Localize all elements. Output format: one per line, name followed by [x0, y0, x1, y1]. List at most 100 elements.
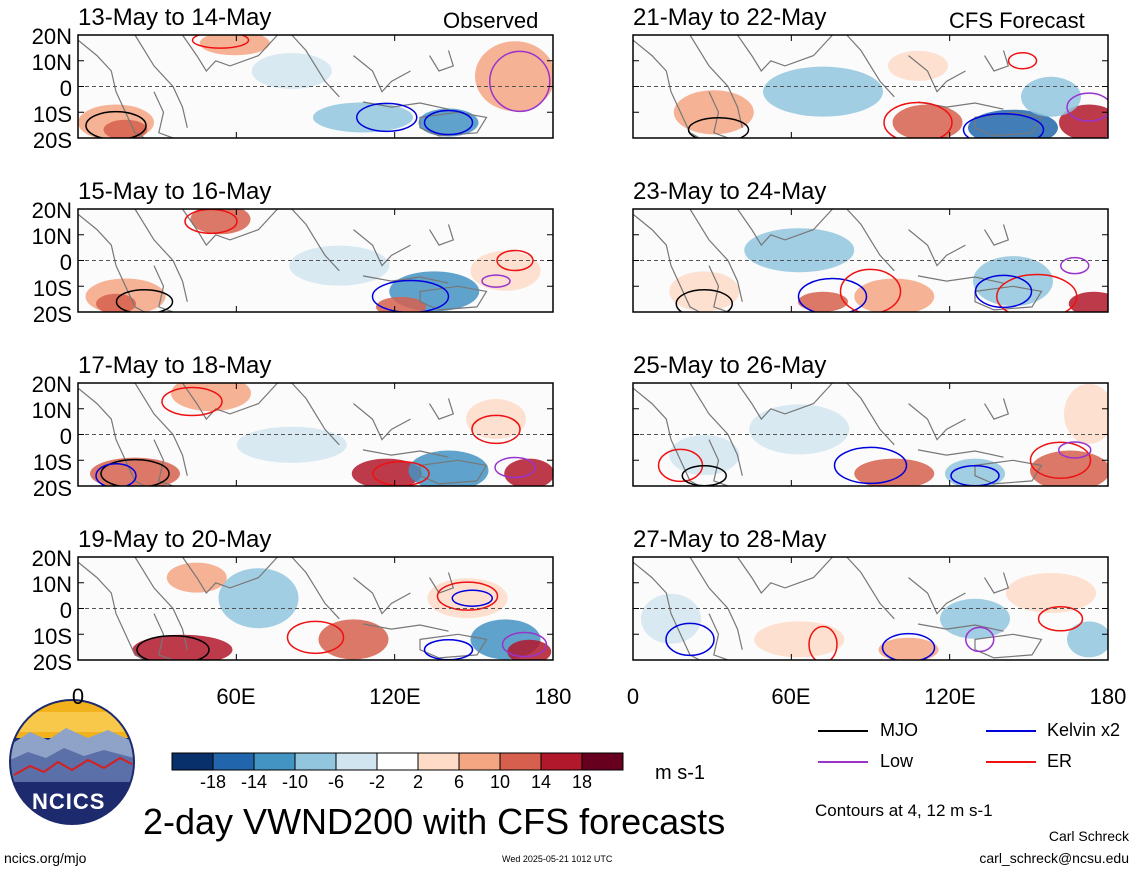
lat-label: 10N: [31, 572, 72, 597]
lon-label: 0: [626, 684, 640, 709]
colorbar-tick: 10: [489, 772, 511, 792]
coastline: [78, 39, 145, 138]
coastline: [737, 209, 833, 247]
coastline: [419, 633, 488, 659]
colorbar-tick: -2: [368, 772, 385, 792]
anomaly-shading: [1068, 291, 1108, 312]
anomaly-shading: [504, 458, 553, 486]
panel-title: 25-May to 26-May: [633, 352, 827, 379]
coastline: [353, 577, 411, 615]
map-panel: [632, 556, 1109, 661]
observed-label: Observed: [443, 8, 539, 33]
coastline: [737, 557, 833, 594]
wave-contour: [356, 102, 418, 133]
coastline: [737, 383, 833, 421]
map-panel: [77, 556, 554, 661]
coastline: [633, 387, 700, 486]
coastline: [908, 229, 966, 267]
anomaly-shading: [351, 458, 422, 486]
wave-contour: [1007, 52, 1038, 70]
coastline: [708, 91, 729, 138]
coastline: [908, 55, 966, 93]
anomaly-shading: [251, 53, 332, 90]
anomaly-shading: [475, 41, 553, 112]
lat-label: 10N: [31, 224, 72, 249]
lat-label: 10S: [32, 624, 72, 649]
contour-note: Contours at 4, 12 m s-1: [815, 801, 993, 820]
wave-contour: [100, 458, 170, 486]
panel-title: 15-May to 16-May: [78, 178, 272, 205]
coastline: [419, 285, 488, 311]
cfs-forecast-label: CFS Forecast: [949, 8, 1085, 33]
anomaly-shading: [313, 102, 413, 133]
panel-title: 23-May to 24-May: [633, 178, 827, 205]
anomaly-shading: [641, 593, 701, 644]
wave-contour: [494, 456, 536, 479]
coastline: [419, 111, 488, 137]
panel-title: 17-May to 18-May: [78, 352, 272, 379]
lat-label: 20N: [31, 372, 72, 397]
coastline: [983, 398, 1010, 420]
author-email[interactable]: carl_schreck@ncsu.edu: [979, 850, 1129, 866]
lon-label: 120E: [924, 684, 976, 709]
wave-contour: [481, 274, 511, 288]
colorbar-tick: 14: [530, 772, 552, 792]
coastline: [291, 209, 340, 272]
wave-contour: [501, 631, 548, 658]
anomaly-shading: [892, 104, 963, 138]
anomaly-shading: [798, 291, 848, 312]
ncics-logo: [9, 699, 135, 825]
wave-contour: [489, 50, 551, 113]
wave-contour: [965, 626, 995, 653]
coastline: [428, 398, 455, 420]
coastline: [633, 213, 700, 312]
site-link[interactable]: ncics.org/mjo: [4, 850, 87, 866]
wave-contour: [833, 446, 908, 485]
coastline: [983, 224, 1010, 246]
wave-contour: [996, 273, 1078, 312]
wave-contour: [115, 288, 174, 312]
lat-label: 0: [59, 250, 72, 275]
colorbar-units: m s-1: [655, 762, 705, 784]
anomaly-shading: [199, 35, 270, 56]
coastline: [353, 403, 411, 441]
coastline: [917, 275, 1004, 284]
wave-contour: [808, 625, 838, 660]
coastline: [846, 35, 895, 98]
coastline: [291, 35, 340, 98]
coastline: [153, 439, 174, 486]
colorbar-tick: 18: [571, 772, 593, 792]
wave-contour: [436, 581, 499, 611]
lon-label: 0: [71, 684, 85, 709]
coastline: [78, 213, 145, 312]
coastline: [908, 577, 966, 615]
wave-contour: [675, 289, 733, 312]
lat-label: 20N: [31, 24, 72, 49]
anomaly-shading: [236, 426, 347, 463]
anomaly-shading: [854, 458, 935, 486]
coastline: [362, 623, 449, 632]
wave-contour: [371, 279, 450, 312]
anomaly-shading: [749, 404, 850, 455]
lat-label: 0: [59, 424, 72, 449]
coastline: [428, 572, 455, 594]
wave-contour: [797, 277, 868, 312]
coastline: [182, 35, 278, 72]
coastline: [153, 613, 174, 660]
anomaly-shading: [1006, 573, 1096, 614]
coastline: [974, 633, 1043, 659]
lat-label: 20S: [32, 650, 72, 675]
wave-contour: [1029, 441, 1092, 479]
colorbar: [171, 752, 624, 771]
wave-contour: [286, 620, 345, 655]
lon-label: 120E: [369, 684, 421, 709]
anomaly-shading: [1064, 383, 1108, 444]
wave-contour: [962, 113, 1045, 138]
map-panel: [77, 382, 554, 487]
anomaly-shading: [171, 383, 251, 412]
legend-label-mjo: MJO: [880, 720, 918, 740]
map-panel: [632, 34, 1109, 139]
coastline: [353, 229, 411, 267]
legend-label-low: Low: [880, 751, 914, 771]
